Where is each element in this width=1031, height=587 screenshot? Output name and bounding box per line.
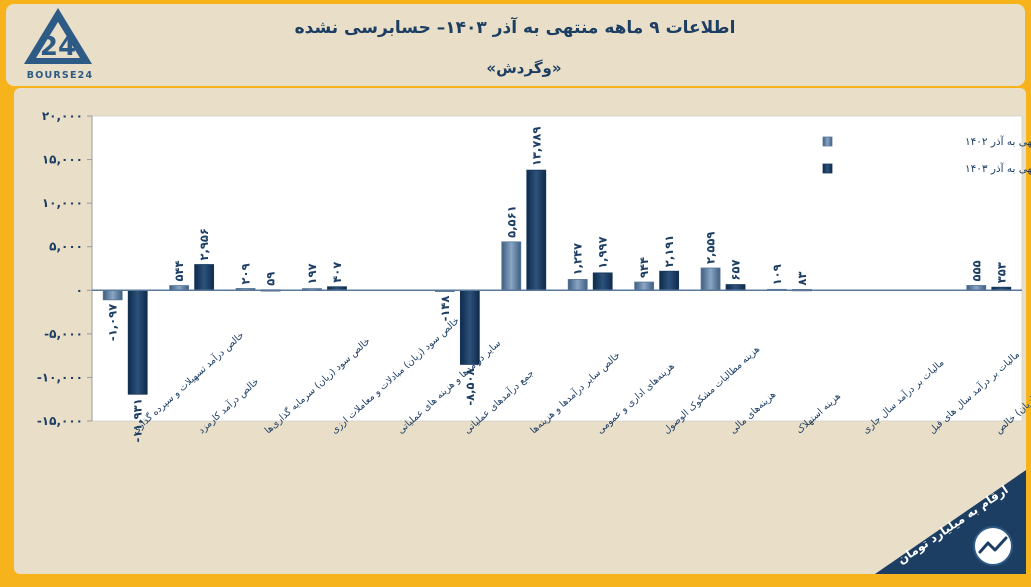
bar-value-label: ۹۴۴ <box>637 257 651 278</box>
chart-trend-icon <box>978 536 1008 554</box>
y-tick-label: ۵,۰۰۰ <box>49 240 83 254</box>
bar-1403 <box>194 264 215 291</box>
bar-value-label: ۱۹۷ <box>305 264 319 285</box>
bar-1402 <box>567 279 588 291</box>
bar-value-label: ۵,۵۶۱ <box>504 205 518 237</box>
page-subtitle: «وگردش» <box>486 59 561 77</box>
legend: عملکرد منتهی به آذر ۱۴۰۲ عملکرد منتهی به … <box>822 135 1031 175</box>
bar-1403 <box>725 284 746 291</box>
bars <box>92 169 1022 395</box>
bar-value-label: ۸۳ <box>795 272 809 286</box>
bar-value-label: -۱,۰۹۷ <box>106 304 120 341</box>
page-title: اطلاعات ۹ ماهه منتهی به آذر ۱۴۰۳– حسابرس… <box>295 16 736 38</box>
y-tick-label: ۱۵,۰۰۰ <box>42 153 83 167</box>
bar-value-label: ۵۵۵ <box>969 260 983 281</box>
bar-value-label: ۲,۱۹۱ <box>662 235 676 267</box>
y-axis: ۲۰,۰۰۰ ۱۵,۰۰۰ ۱۰,۰۰۰ ۵,۰۰۰ ۰ -۵,۰۰۰ -۱۰,۰۰۰ -۱۵… <box>37 109 93 428</box>
header-panel <box>6 4 1025 86</box>
bar-value-label: ۲,۹۵۶ <box>197 228 211 260</box>
bar-1402 <box>501 241 522 291</box>
bar-value-label: ۱,۲۴۷ <box>571 243 585 275</box>
legend-swatch <box>822 163 833 174</box>
y-tick-label: -۱۰,۰۰۰ <box>37 370 83 384</box>
bar-value-label: ۴۰۷ <box>330 262 344 283</box>
bar-1403 <box>127 289 148 395</box>
bar-value-label: ۳۵۳ <box>994 262 1008 283</box>
plot-area <box>91 115 1023 422</box>
legend-label: عملکرد منتهی به آذر ۱۴۰۳ <box>965 162 1031 175</box>
legend-label: عملکرد منتهی به آذر ۱۴۰۲ <box>965 135 1031 148</box>
bar-value-label: ۵۹ <box>264 272 278 286</box>
logo: 24 BOURSE24 <box>24 8 94 81</box>
bar-value-label: -۸,۵۰۸ <box>463 368 477 405</box>
bar-value-label: ۶۵۷ <box>729 259 743 280</box>
bar-1403 <box>592 272 613 291</box>
value-labels: -۱,۰۹۷ -۱۱,۹۳۱ ۵۴۴ ۲,۹۵۶ ۲۰۹ ۵۹ ۱۹۷ ۴۰۷ -۱۴۸ -۸,۵… <box>106 127 1009 443</box>
bar-value-label: ۱۰۹ <box>770 264 784 285</box>
bar-value-label: ۲۰۹ <box>239 263 253 284</box>
bar-value-label: ۲,۵۵۹ <box>704 232 718 264</box>
y-tick-label: -۵,۰۰۰ <box>44 327 83 341</box>
legend-swatch <box>822 136 833 147</box>
logo-mark: 24 <box>40 32 76 62</box>
bar-value-label: -۱۴۸ <box>438 296 452 322</box>
bar-value-label: -۱۱,۹۳۱ <box>131 398 145 442</box>
bar-value-label: ۱,۹۹۷ <box>596 236 610 268</box>
logo-triangle-inner-icon <box>36 22 80 58</box>
bar-1402 <box>102 289 123 301</box>
logo-text: BOURSE24 <box>27 70 94 81</box>
bar-1402 <box>634 281 655 291</box>
bar-value-label: ۵۴۴ <box>172 260 186 281</box>
bar-value-label: ۱۳,۷۸۹ <box>529 127 543 166</box>
y-tick-label: ۰ <box>76 283 83 297</box>
bar-1402 <box>700 267 721 291</box>
y-tick-label: -۱۵,۰۰۰ <box>37 414 83 428</box>
bar-1403 <box>659 270 680 291</box>
y-tick-label: ۱۰,۰۰۰ <box>42 196 83 210</box>
bar-1403 <box>526 169 547 291</box>
y-tick-label: ۲۰,۰۰۰ <box>42 109 83 123</box>
bar-1403 <box>459 289 480 365</box>
